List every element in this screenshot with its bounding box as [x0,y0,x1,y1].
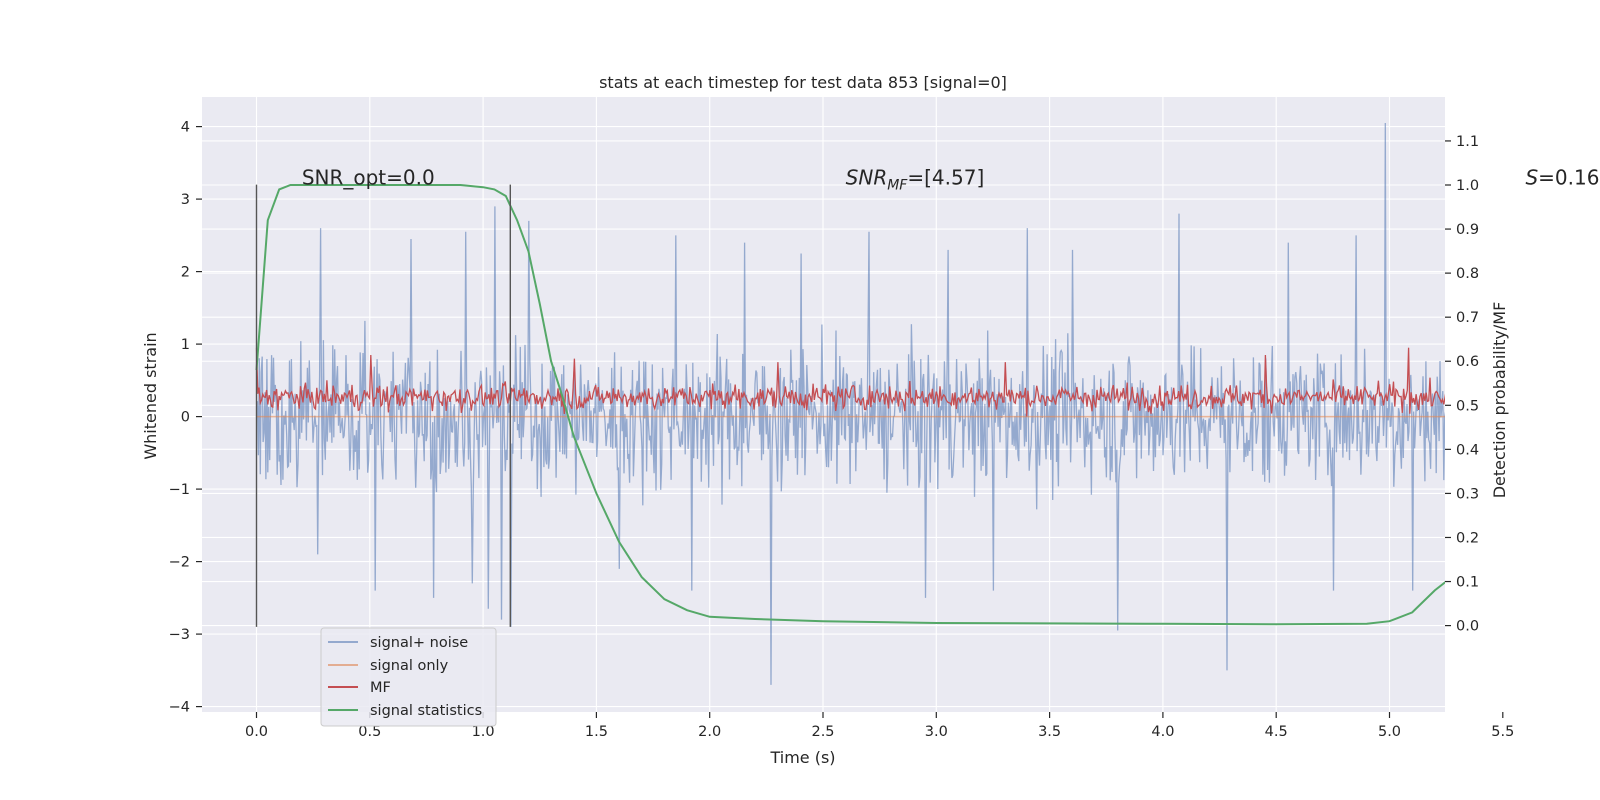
x-tick-label: 0.0 [245,724,268,740]
legend-label-mf: MF [370,680,391,696]
legend-label-signal-statistics: signal statistics [370,703,482,719]
y2-tick-label: 0.0 [1456,619,1479,635]
y2-tick-label: 0.6 [1456,354,1479,370]
legend-label-signal-only: signal only [370,658,449,674]
y-tick-label: 4 [181,120,190,136]
y-tick-label: 3 [181,192,190,208]
vertical-markers [255,184,511,627]
x-tick-label: 4.0 [1151,724,1174,740]
y-axis-ticks: 4 3 2 1 0 −1 −2 −3 −4 [169,120,202,716]
y2-tick-label: 0.9 [1456,222,1479,238]
x-tick-label: 3.5 [1038,724,1061,740]
y2-tick-label: 0.5 [1456,398,1479,414]
y-tick-label: −3 [169,627,190,643]
series-signal-statistics-line [255,184,1445,626]
legend-label-signal-noise: signal+ noise [370,635,468,651]
legend-item-signal-only: signal only [328,658,449,674]
y2-axis-ticks: 1.1 1.0 0.9 0.8 0.7 0.6 0.5 0.4 0.3 0.2 0.1 0.0 [1445,134,1479,635]
y2-tick-label: 0.2 [1456,530,1479,546]
y2-axis-label: Detection probability/MF [1490,302,1509,499]
legend: signal+ noise signal only MF signal stat… [320,627,497,727]
legend-item-mf: MF [328,680,391,696]
series-signal-noise-line [255,122,1445,685]
x-tick-label: 1.5 [585,724,608,740]
annotation-snr-mf: SNRMF=[4.57] [846,165,985,193]
legend-item-signal-statistics: signal statistics [328,703,482,719]
x-axis-label: Time (s) [769,748,835,767]
series-mf-line [255,347,1445,417]
x-tick-label: 2.0 [698,724,721,740]
y-tick-label: 2 [181,265,190,281]
y2-tick-label: 0.8 [1456,266,1479,282]
x-axis-ticks: 0.00.51.01.52.02.53.03.54.04.55.05.56.06… [245,712,1514,740]
y-axis-label: Whitened strain [141,332,160,459]
x-tick-label: 3.0 [925,724,948,740]
x-tick-label: 4.5 [1265,724,1288,740]
y-tick-label: 0 [181,410,190,426]
y2-tick-label: 0.1 [1456,575,1479,591]
x-tick-label: 5.0 [1378,724,1401,740]
legend-box [320,627,497,727]
x-tick-label: 1.0 [472,724,495,740]
y2-tick-label: 0.4 [1456,442,1479,458]
annotation-snr-opt: SNR_opt=0.0 [302,165,435,189]
y2-tick-label: 1.1 [1456,134,1479,150]
x-tick-label: 5.5 [1491,724,1514,740]
series-layer [255,122,1445,685]
y-tick-label: −2 [169,555,190,571]
y-tick-label: −1 [169,482,190,498]
legend-item-signal-noise: signal+ noise [328,635,468,651]
y-tick-label: −4 [169,700,190,716]
x-tick-label: 0.5 [358,724,381,740]
y2-tick-label: 0.3 [1456,486,1479,502]
y-tick-label: 1 [181,337,190,353]
chart-title: stats at each timestep for test data 853… [599,73,1007,92]
x-tick-label: 2.5 [811,724,834,740]
y2-tick-label: 0.7 [1456,310,1479,326]
annotation-s: S=0.16 [1525,165,1599,189]
y2-tick-label: 1.0 [1456,178,1479,194]
